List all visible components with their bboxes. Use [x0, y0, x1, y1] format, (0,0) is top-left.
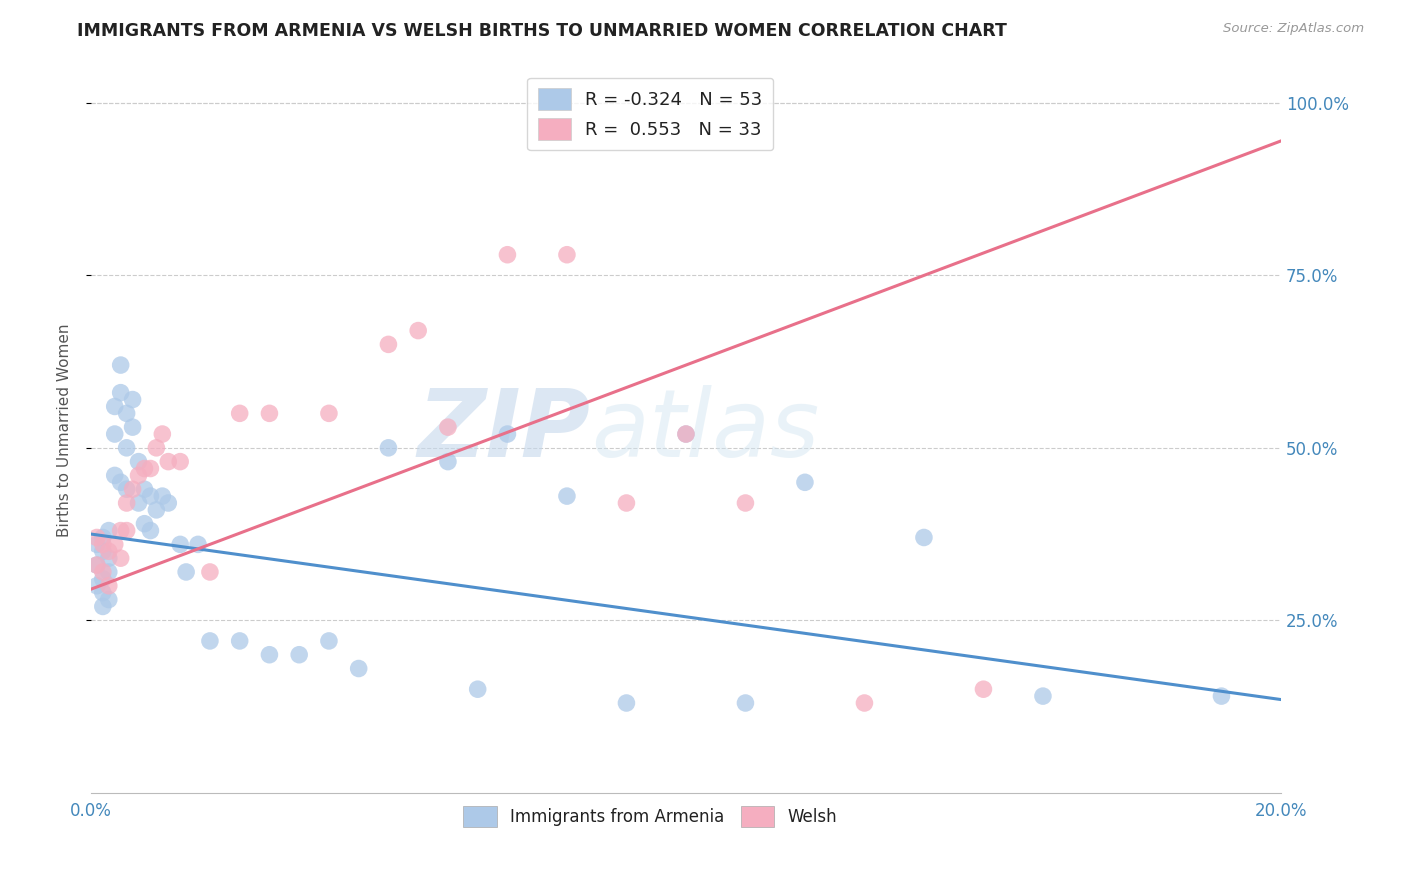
Point — [616, 496, 638, 510]
Point — [128, 455, 150, 469]
Point — [134, 461, 156, 475]
Point — [377, 337, 399, 351]
Point — [145, 441, 167, 455]
Text: IMMIGRANTS FROM ARMENIA VS WELSH BIRTHS TO UNMARRIED WOMEN CORRELATION CHART: IMMIGRANTS FROM ARMENIA VS WELSH BIRTHS … — [77, 22, 1007, 40]
Point — [139, 489, 162, 503]
Point — [496, 248, 519, 262]
Point — [853, 696, 876, 710]
Point — [496, 427, 519, 442]
Point — [91, 585, 114, 599]
Point — [86, 537, 108, 551]
Point — [150, 489, 173, 503]
Point — [86, 558, 108, 572]
Text: Source: ZipAtlas.com: Source: ZipAtlas.com — [1223, 22, 1364, 36]
Point — [97, 524, 120, 538]
Point — [97, 592, 120, 607]
Point — [174, 565, 197, 579]
Point — [115, 524, 138, 538]
Point — [734, 696, 756, 710]
Point — [97, 565, 120, 579]
Point — [128, 496, 150, 510]
Point — [318, 406, 340, 420]
Point — [139, 524, 162, 538]
Point — [110, 385, 132, 400]
Point — [121, 392, 143, 407]
Point — [110, 524, 132, 538]
Point — [86, 531, 108, 545]
Point — [288, 648, 311, 662]
Point — [134, 482, 156, 496]
Point — [555, 489, 578, 503]
Point — [1211, 689, 1233, 703]
Point — [91, 572, 114, 586]
Point — [115, 496, 138, 510]
Point — [91, 544, 114, 558]
Point — [86, 579, 108, 593]
Point — [115, 482, 138, 496]
Point — [1032, 689, 1054, 703]
Point — [145, 503, 167, 517]
Point — [150, 427, 173, 442]
Point — [912, 531, 935, 545]
Point — [91, 531, 114, 545]
Point — [115, 406, 138, 420]
Point — [437, 455, 460, 469]
Point — [169, 455, 191, 469]
Point — [128, 468, 150, 483]
Point — [91, 599, 114, 614]
Y-axis label: Births to Unmarried Women: Births to Unmarried Women — [58, 324, 72, 537]
Point — [169, 537, 191, 551]
Point — [121, 482, 143, 496]
Point — [616, 696, 638, 710]
Point — [198, 634, 221, 648]
Point — [377, 441, 399, 455]
Point — [794, 475, 817, 490]
Point — [91, 537, 114, 551]
Point — [228, 406, 250, 420]
Point — [97, 579, 120, 593]
Point — [115, 441, 138, 455]
Point — [110, 358, 132, 372]
Point — [104, 400, 127, 414]
Point — [259, 406, 281, 420]
Point — [91, 565, 114, 579]
Point — [104, 427, 127, 442]
Point — [734, 496, 756, 510]
Point — [157, 455, 180, 469]
Point — [104, 537, 127, 551]
Point — [259, 648, 281, 662]
Point — [121, 420, 143, 434]
Point — [104, 468, 127, 483]
Text: ZIP: ZIP — [418, 384, 591, 476]
Point — [110, 475, 132, 490]
Point — [97, 551, 120, 566]
Point — [157, 496, 180, 510]
Point — [86, 558, 108, 572]
Point — [139, 461, 162, 475]
Point — [134, 516, 156, 531]
Point — [675, 427, 697, 442]
Point — [347, 661, 370, 675]
Point — [555, 248, 578, 262]
Point — [437, 420, 460, 434]
Legend: Immigrants from Armenia, Welsh: Immigrants from Armenia, Welsh — [456, 798, 845, 835]
Text: atlas: atlas — [591, 385, 818, 476]
Point — [97, 544, 120, 558]
Point — [467, 682, 489, 697]
Point — [675, 427, 697, 442]
Point — [406, 324, 429, 338]
Point — [187, 537, 209, 551]
Point — [972, 682, 994, 697]
Point — [228, 634, 250, 648]
Point — [198, 565, 221, 579]
Point — [110, 551, 132, 566]
Point — [318, 634, 340, 648]
